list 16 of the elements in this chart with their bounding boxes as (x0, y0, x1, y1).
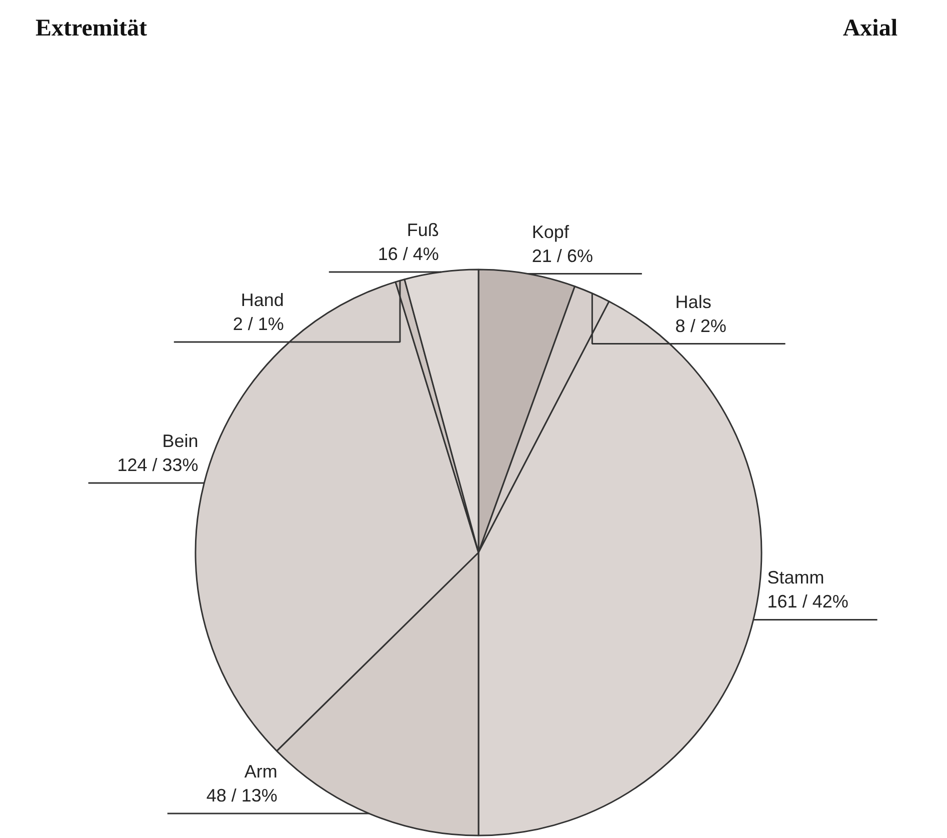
slice-label: Fuß (406, 220, 439, 240)
data-label: 21 / 6% (532, 246, 593, 266)
slice-label: Hand (240, 290, 284, 310)
data-label: 124 / 33% (117, 455, 198, 476)
slice-label: Kopf (532, 222, 570, 242)
slice-label: Stamm (767, 568, 824, 588)
data-label: 16 / 4% (378, 244, 439, 264)
text: Axial (842, 16, 898, 42)
data-label: 161 / 42% (767, 592, 848, 612)
data-label: 2 / 1% (232, 314, 284, 334)
slice-label: Arm (244, 762, 278, 782)
slice-label: Hals (675, 292, 712, 312)
data-label: 48 / 13% (206, 786, 278, 806)
text: Extremität (36, 16, 148, 42)
data-label: 8 / 2% (675, 316, 726, 336)
slice-label: Bein (162, 431, 198, 452)
